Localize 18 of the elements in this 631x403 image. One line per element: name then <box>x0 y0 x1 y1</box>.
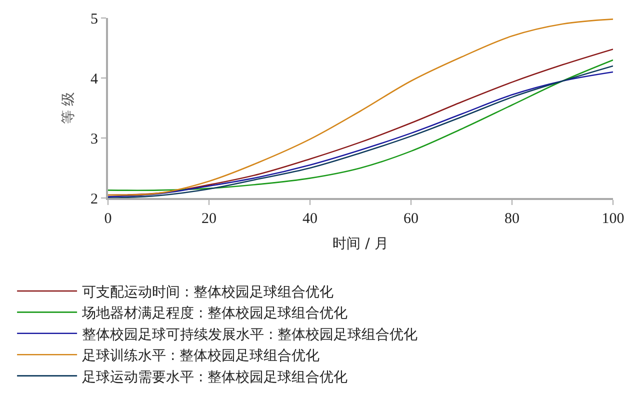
y-tick-label: 3 <box>90 131 98 148</box>
y-tick-label: 4 <box>90 71 98 88</box>
line-series <box>108 18 613 196</box>
legend-label: 足球运动需要水平 : 整体校园足球组合优化 <box>82 369 348 386</box>
legend-label: 整体校园足球可持续发展水平 : 整体校园足球组合优化 <box>82 326 418 343</box>
legend-label: 可支配运动时间 : 整体校园足球组合优化 <box>82 284 334 300</box>
x-tick-label: 0 <box>104 211 112 227</box>
x-axis-title: 时间 / 月 <box>332 236 388 252</box>
x-tick-label: 40 <box>302 211 318 227</box>
x-tick-label: 20 <box>202 211 216 227</box>
legend-label: 足球训练水平 : 整体校园足球组合优化 <box>82 348 320 364</box>
y-axis-title: 等 级 <box>60 92 77 124</box>
x-tick-label: 100 <box>602 211 624 227</box>
x-tick-label: 60 <box>404 211 418 227</box>
x-tick-label: 80 <box>504 211 520 227</box>
y-tick-label: 2 <box>90 191 98 208</box>
legend-label: 场地器材满足程度 : 整体校园足球组合优化 <box>81 306 348 322</box>
y-tick-label: 5 <box>90 11 98 28</box>
